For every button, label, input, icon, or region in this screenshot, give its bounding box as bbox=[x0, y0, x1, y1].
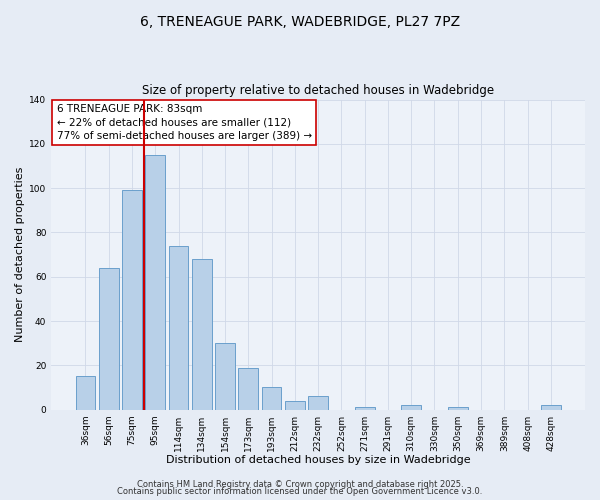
Text: Contains public sector information licensed under the Open Government Licence v3: Contains public sector information licen… bbox=[118, 487, 482, 496]
Bar bbox=[541, 405, 561, 409]
Bar bbox=[355, 408, 374, 410]
Bar bbox=[99, 268, 119, 410]
Bar bbox=[192, 259, 212, 410]
Bar bbox=[145, 155, 165, 409]
Y-axis label: Number of detached properties: Number of detached properties bbox=[15, 167, 25, 342]
Bar bbox=[76, 376, 95, 410]
Text: 6, TRENEAGUE PARK, WADEBRIDGE, PL27 7PZ: 6, TRENEAGUE PARK, WADEBRIDGE, PL27 7PZ bbox=[140, 15, 460, 29]
Bar bbox=[401, 405, 421, 409]
X-axis label: Distribution of detached houses by size in Wadebridge: Distribution of detached houses by size … bbox=[166, 455, 470, 465]
Bar bbox=[308, 396, 328, 409]
Text: Contains HM Land Registry data © Crown copyright and database right 2025.: Contains HM Land Registry data © Crown c… bbox=[137, 480, 463, 489]
Bar bbox=[122, 190, 142, 410]
Bar bbox=[169, 246, 188, 410]
Bar bbox=[448, 408, 467, 410]
Bar bbox=[238, 368, 258, 410]
Bar bbox=[262, 388, 281, 409]
Bar bbox=[215, 343, 235, 409]
Title: Size of property relative to detached houses in Wadebridge: Size of property relative to detached ho… bbox=[142, 84, 494, 97]
Text: 6 TRENEAGUE PARK: 83sqm
← 22% of detached houses are smaller (112)
77% of semi-d: 6 TRENEAGUE PARK: 83sqm ← 22% of detache… bbox=[56, 104, 312, 141]
Bar bbox=[285, 400, 305, 409]
